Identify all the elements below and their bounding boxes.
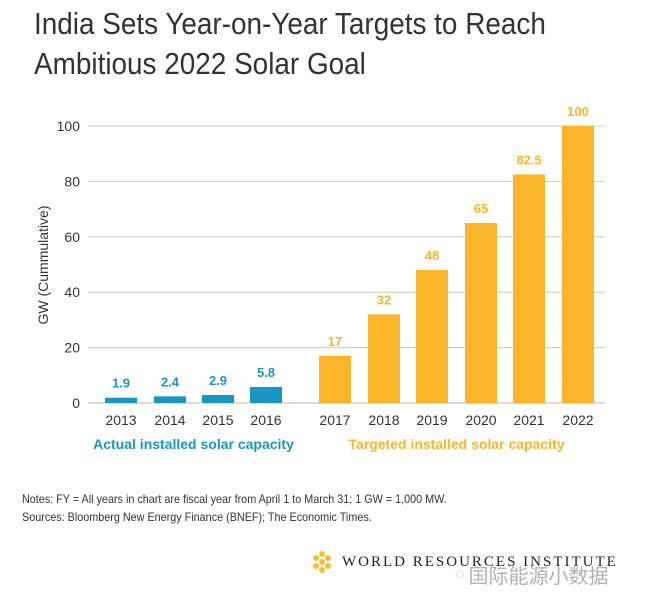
data-label: 48	[425, 248, 439, 263]
series-label: Targeted installed solar capacity	[348, 436, 564, 452]
notes-block: Notes: FY = All years in chart are fisca…	[22, 490, 447, 526]
data-label: 32	[377, 292, 391, 307]
logo-text: WORLD RESOURCES INSTITUTE	[342, 553, 618, 570]
x-tick-label: 2018	[368, 412, 399, 428]
bar-2015	[202, 394, 234, 403]
x-tick-label: 2014	[154, 412, 185, 428]
wri-hexagon-logo-icon	[313, 551, 331, 573]
bar-chart: 0 20 40 60 80 100 GW (Cummulative) 1.9 2013 2.4 20…	[35, 104, 605, 452]
data-label: 2.4	[161, 374, 180, 389]
x-tick-label: 2022	[562, 412, 593, 428]
bar-2017	[319, 355, 351, 403]
data-label: 1.9	[112, 376, 130, 391]
title-line-1: India Sets Year-on-Year Targets to Reach	[34, 6, 546, 41]
data-label: 5.8	[257, 365, 275, 380]
series-label: Actual installed solar capacity	[93, 436, 294, 452]
chart-title: India Sets Year-on-Year Targets to Reach…	[34, 4, 546, 84]
data-label: 17	[328, 334, 342, 349]
y-tick-label: 20	[64, 340, 80, 356]
notes-text: Notes: FY = All years in chart are fisca…	[22, 492, 447, 506]
data-label: 100	[567, 104, 589, 119]
wechat-icon: ◌	[455, 565, 465, 583]
bar-2019	[416, 270, 448, 403]
watermark-text: 国际能源小数据	[468, 566, 609, 588]
wri-logo: WORLD RESOURCES INSTITUTE	[310, 550, 618, 574]
title-line-2: Ambitious 2022 Solar Goal	[34, 46, 366, 81]
y-tick-label: 60	[64, 229, 80, 245]
data-label: 2.9	[209, 373, 227, 388]
bar-2022	[562, 126, 594, 403]
bar-2014	[154, 396, 186, 403]
y-tick-label: 100	[57, 118, 81, 134]
x-tick-label: 2015	[202, 412, 233, 428]
x-tick-label: 2021	[513, 412, 544, 428]
y-axis-label: GW (Cummulative)	[35, 205, 51, 324]
x-tick-label: 2013	[105, 412, 136, 428]
x-tick-label: 2016	[250, 412, 281, 428]
bar-2021	[513, 174, 545, 403]
bar-2013	[105, 397, 137, 403]
x-tick-label: 2020	[465, 412, 496, 428]
watermark: ◌ 国际能源小数据	[455, 560, 609, 589]
bar-2020	[465, 222, 497, 403]
x-tick-label: 2019	[416, 412, 447, 428]
data-label: 82.5	[516, 152, 541, 167]
x-tick-label: 2017	[319, 412, 350, 428]
y-tick-label: 80	[64, 173, 80, 189]
y-tick-label: 40	[64, 284, 80, 300]
sources-text: Sources: Bloomberg New Energy Finance (B…	[22, 510, 372, 524]
bar-2016	[250, 386, 282, 403]
bar-2018	[368, 314, 400, 403]
y-tick-label: 0	[72, 395, 80, 411]
data-label: 65	[474, 201, 488, 216]
